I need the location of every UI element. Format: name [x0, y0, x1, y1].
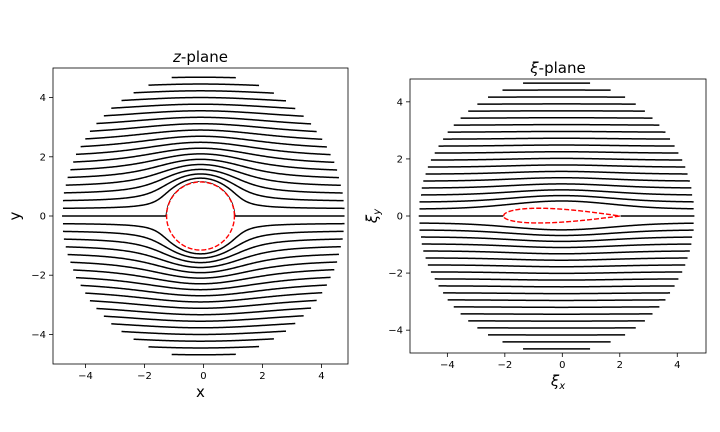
xi-plane-streamline [419, 222, 694, 231]
xi-plane-streamline [438, 285, 675, 288]
xi-plane-airfoil-outline [502, 207, 620, 224]
z-plane-y-tick-label: −2 [31, 271, 46, 282]
xi-plane-streamline [423, 250, 690, 255]
z-plane-streamline [67, 253, 339, 274]
z-plane-cylinder-outline [165, 181, 236, 251]
z-plane-streamline [133, 90, 274, 94]
z-plane-body-outline [165, 181, 236, 251]
z-plane-streamlines [62, 76, 345, 356]
z-plane-streamline [148, 345, 260, 349]
z-plane-streamline [63, 238, 343, 264]
xi-plane-streamline [430, 271, 683, 275]
z-plane-streamline [70, 153, 338, 171]
xi-plane-x-tick-label: −4 [440, 360, 455, 371]
xi-plane-streamline [453, 123, 660, 126]
z-plane-y-axis-label: y [6, 211, 24, 220]
z-plane-y-tick-label: −4 [31, 330, 46, 341]
z-plane-streamline [111, 103, 296, 110]
z-plane-streamline [73, 147, 335, 164]
z-plane-title: z-plane [172, 48, 228, 66]
z-plane-streamline [65, 245, 341, 269]
z-plane-streamline [103, 315, 304, 322]
z-plane-y-ticks: −4 −2 0 2 4 [31, 93, 53, 341]
xi-plane-streamline [421, 189, 693, 196]
xi-plane-streamline [447, 299, 666, 302]
z-plane-streamline [62, 222, 345, 255]
xi-plane-y-tick-label: −4 [388, 326, 403, 337]
z-plane-streamline [89, 299, 317, 310]
z-plane-x-axis-label: x [196, 383, 205, 401]
z-plane-streamline [80, 135, 327, 148]
xi-plane-y-axis-label: ξy [363, 208, 383, 224]
xi-plane-axes: −4 −2 0 2 4 −4 −2 0 2 4 ξ-plane ξx ξy [363, 59, 707, 392]
xi-plane-x-axis-label: ξx [550, 372, 565, 392]
z-plane-streamline [75, 141, 331, 156]
xi-plane-y-ticks: −4 −2 0 2 4 [388, 97, 410, 337]
z-plane-x-tick-label: −4 [78, 371, 93, 382]
xi-plane-streamline [447, 130, 666, 133]
z-plane-streamline [67, 158, 339, 179]
xi-plane-streamline [421, 236, 693, 243]
z-plane-streamline [133, 338, 274, 342]
z-plane-streamline [70, 261, 338, 279]
xi-plane-streamline [425, 257, 688, 261]
xi-plane-streamline [421, 183, 692, 189]
xi-plane-streamline [419, 229, 694, 237]
z-plane-streamline [85, 129, 323, 141]
z-plane-streamline [80, 284, 327, 297]
xi-plane-y-tick-label: −2 [388, 269, 403, 280]
z-plane-streamline [121, 330, 287, 336]
z-plane-streamline [73, 268, 335, 285]
z-plane-streamline [148, 83, 260, 87]
xi-plane-y-tick-label: 0 [397, 212, 403, 223]
xi-plane-streamline [427, 264, 686, 268]
z-plane-streamline [103, 110, 304, 117]
xi-plane-streamline [421, 243, 692, 249]
z-plane-x-tick-label: −2 [137, 371, 152, 382]
xi-plane-streamline [423, 177, 690, 182]
xi-plane-streamline [443, 137, 671, 140]
xi-plane-y-tick-label: 4 [397, 97, 403, 108]
xi-plane-streamline [443, 292, 671, 295]
xi-plane-y-tick-label: 2 [397, 154, 403, 165]
z-plane-streamline [63, 168, 343, 194]
z-plane-streamline [96, 307, 312, 316]
xi-plane-streamline [419, 194, 694, 203]
xi-plane-x-tick-label: 2 [617, 360, 623, 371]
z-plane-streamline [62, 173, 344, 202]
xi-plane-streamline [434, 278, 679, 281]
xi-plane-x-tick-label: 0 [559, 360, 565, 371]
xi-plane-streamline [427, 164, 686, 168]
xi-plane-streamline [430, 157, 683, 161]
z-plane-streamline [111, 322, 296, 329]
z-plane-x-ticks: −4 −2 0 2 4 [78, 364, 325, 382]
z-plane-streamline [62, 230, 344, 259]
z-plane-streamline [85, 291, 323, 303]
xi-plane-body-outline [502, 207, 620, 224]
xi-plane-streamline [438, 144, 675, 147]
xi-plane-x-ticks: −4 −2 0 2 4 [440, 353, 680, 371]
z-plane-streamline [89, 122, 317, 133]
z-plane-y-tick-label: 0 [40, 212, 46, 223]
z-plane-x-tick-label: 4 [318, 371, 324, 382]
z-plane-y-tick-label: 2 [40, 152, 46, 163]
xi-plane-streamline [425, 170, 688, 175]
xi-plane-title: ξ-plane [529, 59, 585, 77]
z-plane-axes: −4 −2 0 2 4 −4 −2 0 2 4 z-plane x y [6, 48, 349, 401]
z-plane-streamline [62, 177, 345, 210]
xi-plane-streamlines [418, 82, 695, 350]
xi-plane-streamline [434, 150, 679, 154]
z-plane-streamline [75, 276, 331, 291]
z-plane-y-tick-label: 4 [40, 93, 46, 104]
z-plane-x-tick-label: 0 [200, 371, 206, 382]
xi-plane-streamline [419, 200, 694, 210]
z-plane-streamline [121, 96, 287, 102]
z-plane-streamline [96, 116, 312, 125]
xi-plane-x-tick-label: 4 [674, 360, 680, 371]
z-plane-streamline [65, 163, 341, 187]
xi-plane-x-tick-label: −2 [497, 360, 512, 371]
z-plane-x-tick-label: 2 [259, 371, 265, 382]
